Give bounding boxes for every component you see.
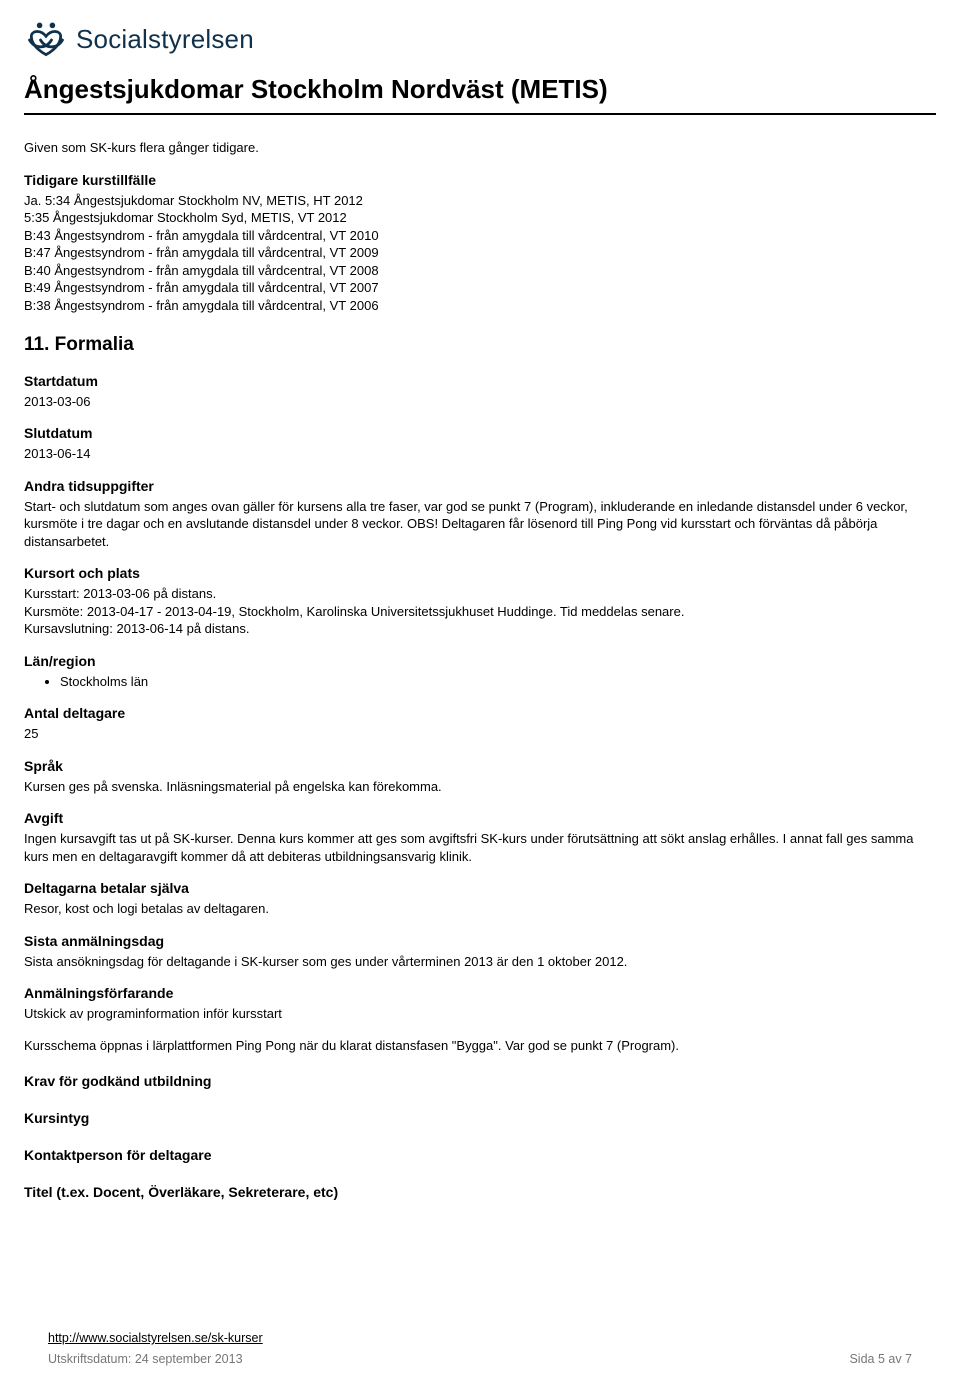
page-number: Sida 5 av 7	[849, 1351, 912, 1368]
lan-item: Stockholms län	[60, 673, 936, 691]
titel-label: Titel (t.ex. Docent, Överläkare, Sekrete…	[24, 1183, 936, 1202]
kursort-line: Kursavslutning: 2013-06-14 på distans.	[24, 620, 936, 638]
antal-label: Antal deltagare	[24, 704, 936, 723]
sprak-text: Kursen ges på svenska. Inläsningsmateria…	[24, 778, 936, 796]
sista-text: Sista ansökningsdag för deltagande i SK-…	[24, 953, 936, 971]
avgift-label: Avgift	[24, 809, 936, 828]
startdatum-value: 2013-03-06	[24, 393, 936, 411]
betalar-text: Resor, kost och logi betalas av deltagar…	[24, 900, 936, 918]
title-divider	[24, 113, 936, 115]
betalar-label: Deltagarna betalar själva	[24, 879, 936, 898]
footer-url-link[interactable]: http://www.socialstyrelsen.se/sk-kurser	[48, 1331, 263, 1345]
andra-label: Andra tidsuppgifter	[24, 477, 936, 496]
sprak-label: Språk	[24, 757, 936, 776]
startdatum-label: Startdatum	[24, 372, 936, 391]
kontakt-label: Kontaktperson för deltagare	[24, 1146, 936, 1165]
tidigare-line: B:43 Ångestsyndrom - från amygdala till …	[24, 227, 936, 245]
andra-text: Start- och slutdatum som anges ovan gäll…	[24, 498, 936, 551]
brand-logo: Socialstyrelsen	[24, 18, 936, 62]
tidigare-line: 5:35 Ångestsjukdomar Stockholm Syd, METI…	[24, 209, 936, 227]
kursort-line: Kursmöte: 2013-04-17 - 2013-04-19, Stock…	[24, 603, 936, 621]
anmal-line2: Kursschema öppnas i lärplattformen Ping …	[24, 1037, 936, 1055]
tidigare-line: B:49 Ångestsyndrom - från amygdala till …	[24, 279, 936, 297]
anmal-line1: Utskick av programinformation inför kurs…	[24, 1005, 936, 1023]
page-footer: http://www.socialstyrelsen.se/sk-kurser …	[48, 1329, 912, 1368]
kursort-line: Kursstart: 2013-03-06 på distans.	[24, 585, 936, 603]
tidigare-line: Ja. 5:34 Ångestsjukdomar Stockholm NV, M…	[24, 192, 936, 210]
slutdatum-value: 2013-06-14	[24, 445, 936, 463]
tidigare-line: B:47 Ångestsyndrom - från amygdala till …	[24, 244, 936, 262]
tidigare-line: B:38 Ångestsyndrom - från amygdala till …	[24, 297, 936, 315]
kursintyg-label: Kursintyg	[24, 1109, 936, 1128]
document-title: Ångestsjukdomar Stockholm Nordväst (METI…	[24, 72, 936, 107]
avgift-text: Ingen kursavgift tas ut på SK-kurser. De…	[24, 830, 936, 865]
section-11-heading: 11. Formalia	[24, 332, 936, 358]
anmal-label: Anmälningsförfarande	[24, 984, 936, 1003]
brand-name: Socialstyrelsen	[76, 22, 254, 57]
krav-label: Krav för godkänd utbildning	[24, 1072, 936, 1091]
tidigare-heading: Tidigare kurstillfälle	[24, 171, 936, 190]
antal-value: 25	[24, 725, 936, 743]
lan-label: Län/region	[24, 652, 936, 671]
intro-text: Given som SK-kurs flera gånger tidigare.	[24, 139, 936, 157]
kursort-label: Kursort och plats	[24, 564, 936, 583]
sista-label: Sista anmälningsdag	[24, 932, 936, 951]
tidigare-line: B:40 Ångestsyndrom - från amygdala till …	[24, 262, 936, 280]
socialstyrelsen-icon	[24, 18, 68, 62]
slutdatum-label: Slutdatum	[24, 424, 936, 443]
print-date: Utskriftsdatum: 24 september 2013	[48, 1351, 243, 1368]
